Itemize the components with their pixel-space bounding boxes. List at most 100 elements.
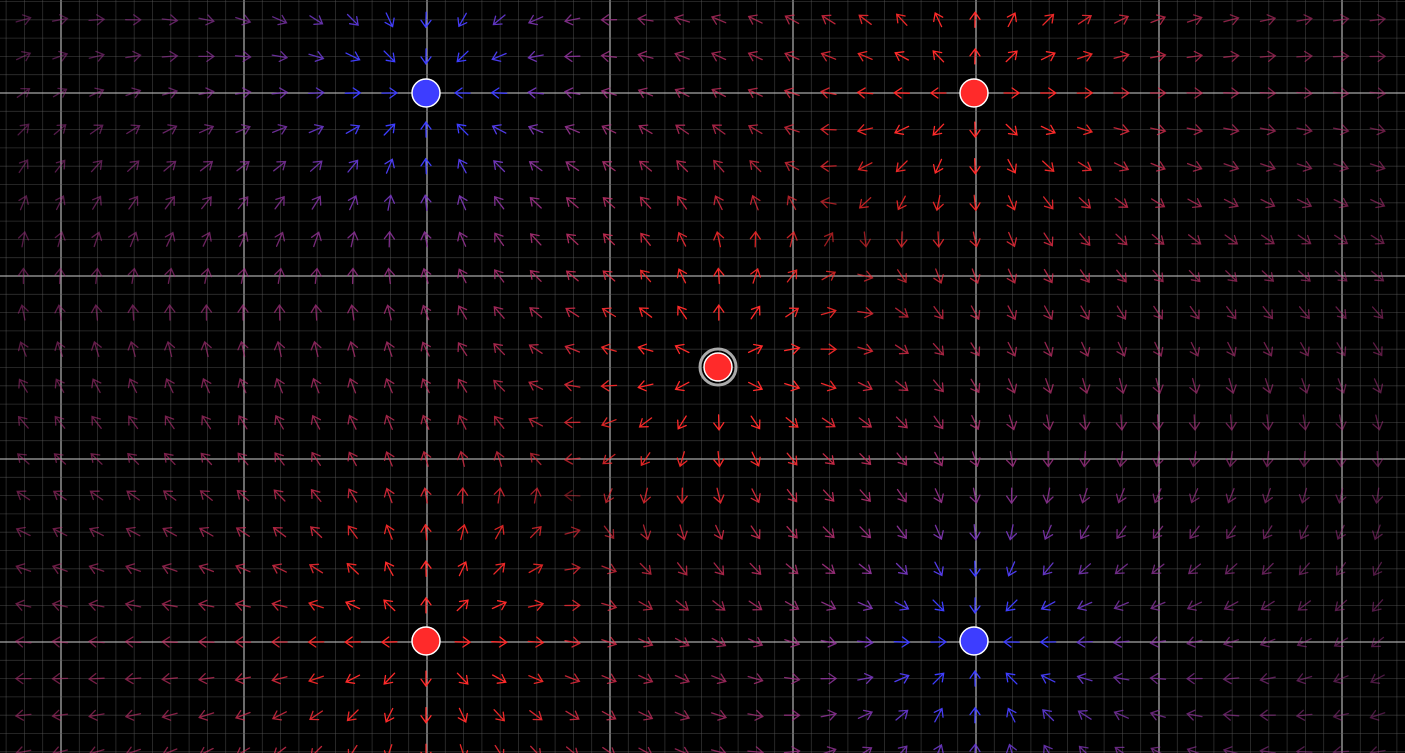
field-vector-arrow: [527, 14, 544, 26]
field-vector-arrow: [161, 673, 178, 685]
field-vector-arrow: [820, 343, 838, 355]
field-vector-arrow: [969, 706, 981, 724]
field-vector-arrow: [345, 51, 361, 62]
positive-charge[interactable]: [411, 626, 441, 656]
field-vector-arrow: [1186, 746, 1200, 753]
field-vector-arrow: [493, 306, 505, 319]
field-vector-arrow: [1299, 342, 1310, 357]
field-vector-arrow: [161, 14, 179, 26]
field-vector-arrow: [1040, 51, 1056, 62]
field-vector-arrow: [347, 267, 359, 285]
field-vector-arrow: [344, 636, 361, 648]
field-vector-arrow: [750, 305, 761, 320]
field-vector-arrow: [896, 488, 907, 503]
field-vector-arrow: [237, 303, 249, 321]
field-vector-arrow: [127, 267, 139, 285]
field-vector-arrow: [1296, 673, 1313, 685]
field-vector-arrow: [821, 417, 836, 428]
field-vector-arrow: [1079, 269, 1090, 284]
field-vector-arrow: [601, 636, 618, 648]
field-vector-arrow: [51, 672, 69, 685]
charge-layer[interactable]: [411, 78, 989, 656]
field-vector-arrow: [713, 195, 724, 211]
field-vector-arrow: [87, 636, 105, 648]
selection-ring: [698, 347, 738, 387]
field-vector-arrow: [308, 563, 324, 574]
field-vector-arrow: [676, 524, 688, 541]
field-vector-arrow: [1189, 488, 1200, 504]
field-vector-arrow: [1369, 50, 1387, 63]
field-vector-arrow: [932, 123, 945, 136]
field-vector-arrow: [1262, 525, 1273, 540]
field-vector-arrow: [493, 450, 505, 467]
field-vector-arrow: [310, 414, 322, 430]
field-vector-arrow: [895, 562, 908, 575]
field-vector-arrow: [823, 232, 834, 247]
field-vector-arrow: [601, 600, 618, 612]
field-vector-arrow: [932, 158, 944, 175]
positive-charge-dot[interactable]: [411, 626, 441, 656]
field-vector-arrow: [713, 267, 725, 285]
field-vector-arrow: [1369, 160, 1386, 172]
field-vector-arrow: [969, 743, 981, 753]
field-vector-arrow: [750, 525, 761, 540]
field-vector-arrow: [896, 269, 907, 284]
field-vector-arrow: [784, 380, 801, 392]
field-vector-arrow: [237, 267, 249, 284]
field-vector-arrow: [637, 87, 654, 99]
field-vector-arrow: [1222, 746, 1239, 753]
field-vector-arrow: [1006, 378, 1018, 394]
field-vector-arrow: [1039, 636, 1057, 648]
field-vector-arrow: [969, 11, 981, 28]
negative-charge-dot[interactable]: [411, 78, 441, 108]
negative-charge[interactable]: [411, 78, 441, 108]
field-vector-arrow: [124, 673, 142, 685]
positive-charge-dot[interactable]: [703, 352, 733, 382]
field-vector-arrow: [1152, 269, 1164, 283]
field-vector-arrow: [785, 307, 800, 318]
positive-charge[interactable]: [698, 347, 738, 387]
field-vector-arrow: [307, 636, 325, 648]
field-vector-arrow: [857, 343, 874, 355]
field-vector-arrow: [674, 343, 690, 355]
field-vector-arrow: [1261, 562, 1274, 575]
field-vector-arrow: [234, 599, 251, 611]
field-vector-arrow: [163, 746, 178, 753]
field-vector-arrow: [895, 160, 908, 173]
field-vector-arrow: [1225, 270, 1238, 282]
field-vector-arrow: [1006, 450, 1018, 468]
field-vector-arrow: [564, 124, 580, 135]
field-vector-arrow: [638, 710, 654, 721]
field-vector-arrow: [1371, 599, 1384, 612]
field-vector-arrow: [345, 124, 361, 135]
field-vector-arrow: [933, 743, 944, 753]
field-vector-arrow: [784, 636, 801, 648]
field-vector-arrow: [1186, 50, 1204, 62]
positive-charge[interactable]: [959, 78, 989, 108]
negative-charge[interactable]: [959, 626, 989, 656]
field-vector-arrow: [237, 340, 249, 358]
field-vector-arrow: [713, 414, 725, 432]
field-vector-arrow: [1042, 562, 1054, 576]
field-vector-arrow: [640, 524, 652, 541]
field-vector-arrow: [1260, 600, 1275, 611]
field-vector-arrow: [124, 636, 142, 648]
field-vector-arrow: [493, 160, 506, 173]
field-vector-arrow: [1076, 87, 1094, 99]
field-vector-arrow: [88, 50, 105, 62]
field-vector-arrow: [750, 415, 761, 430]
field-vector-arrow: [1005, 123, 1018, 136]
field-vector-arrow: [1150, 161, 1166, 172]
field-vector-arrow: [420, 377, 431, 394]
negative-charge-dot[interactable]: [959, 626, 989, 656]
positive-charge-dot[interactable]: [959, 78, 989, 108]
field-vector-arrow: [420, 523, 432, 541]
field-vector-arrow: [564, 563, 581, 575]
field-vector-arrow: [51, 709, 69, 721]
field-vector-arrow: [749, 194, 761, 211]
field-vector-arrow: [1116, 377, 1128, 395]
field-vector-arrow: [490, 87, 508, 99]
field-vector-arrow: [710, 746, 727, 753]
